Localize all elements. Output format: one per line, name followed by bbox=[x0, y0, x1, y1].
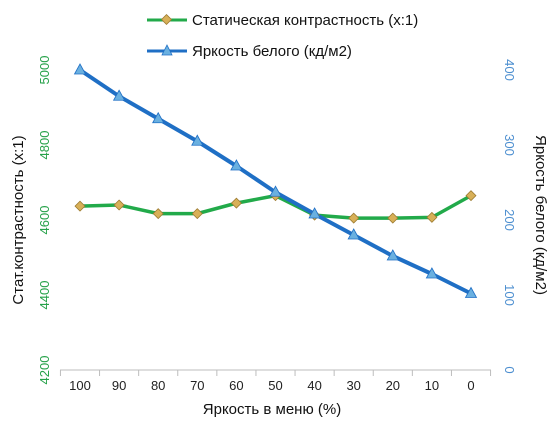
data-point-brightness bbox=[73, 63, 87, 75]
left-y-tick-label: 5000 bbox=[37, 56, 52, 85]
data-point-brightness bbox=[191, 134, 204, 146]
left-y-tick-label: 4600 bbox=[37, 206, 52, 235]
series-line-brightness bbox=[78, 68, 472, 296]
x-tick-label: 20 bbox=[386, 378, 400, 393]
x-axis-title: Яркость в меню (%) bbox=[203, 401, 341, 418]
right-y-axis-ticks: 0 100 200 300 400 bbox=[502, 59, 517, 373]
data-point-contrast bbox=[152, 208, 164, 220]
x-tick-label: 80 bbox=[151, 378, 165, 393]
legend-label-contrast: Статическая контрастность (х:1) bbox=[192, 12, 418, 29]
left-y-axis-ticks: 4200 4400 4600 4800 5000 bbox=[37, 56, 52, 385]
right-y-tick-label: 200 bbox=[502, 209, 517, 231]
legend-label-brightness: Яркость белого (кд/м2) bbox=[192, 43, 352, 60]
data-point-contrast bbox=[465, 190, 477, 202]
data-point-brightness bbox=[112, 89, 126, 101]
data-point-contrast bbox=[426, 211, 438, 223]
data-point-brightness bbox=[230, 159, 243, 171]
x-tick-label: 100 bbox=[69, 378, 91, 393]
x-tick-label: 0 bbox=[467, 378, 474, 393]
data-point-brightness bbox=[425, 267, 439, 279]
data-point-brightness bbox=[347, 228, 360, 240]
right-y-axis-title: Яркость белого (кд/м2) bbox=[532, 135, 549, 295]
data-point-contrast bbox=[348, 212, 360, 224]
left-y-tick-label: 4800 bbox=[37, 131, 52, 160]
x-tick-label: 10 bbox=[425, 378, 439, 393]
data-point-brightness bbox=[269, 185, 282, 197]
x-axis-ticks: 100 90 80 70 60 50 40 30 20 10 0 bbox=[59, 370, 492, 393]
x-tick-label: 70 bbox=[190, 378, 204, 393]
legend: Статическая контрастность (х:1) Яркость … bbox=[147, 12, 418, 60]
x-tick-label: 40 bbox=[307, 378, 321, 393]
x-tick-label: 90 bbox=[112, 378, 126, 393]
right-y-tick-label: 100 bbox=[502, 284, 517, 306]
legend-item-brightness: Яркость белого (кд/м2) bbox=[147, 43, 352, 60]
series-layer bbox=[73, 63, 478, 298]
right-y-tick-label: 0 bbox=[502, 366, 517, 373]
data-point-brightness bbox=[386, 249, 399, 261]
right-y-tick-label: 300 bbox=[502, 134, 517, 156]
left-y-tick-label: 4200 bbox=[37, 356, 52, 385]
data-point-contrast bbox=[113, 199, 125, 211]
x-tick-label: 60 bbox=[229, 378, 243, 393]
left-y-tick-label: 4400 bbox=[37, 281, 52, 310]
data-point-contrast bbox=[191, 208, 203, 220]
left-y-axis-title: Стат.контрастность (х:1) bbox=[10, 135, 27, 304]
legend-marker-brightness bbox=[161, 44, 173, 56]
data-point-brightness bbox=[464, 286, 478, 298]
legend-marker-contrast bbox=[160, 13, 173, 26]
data-point-brightness bbox=[308, 207, 321, 219]
data-point-brightness bbox=[152, 111, 165, 124]
x-tick-label: 50 bbox=[268, 378, 282, 393]
data-point-contrast bbox=[387, 212, 399, 224]
data-point-contrast bbox=[74, 200, 86, 212]
data-point-contrast bbox=[230, 197, 242, 209]
legend-item-contrast: Статическая контрастность (х:1) bbox=[147, 12, 418, 29]
right-y-tick-label: 400 bbox=[502, 59, 517, 81]
x-tick-label: 30 bbox=[346, 378, 360, 393]
